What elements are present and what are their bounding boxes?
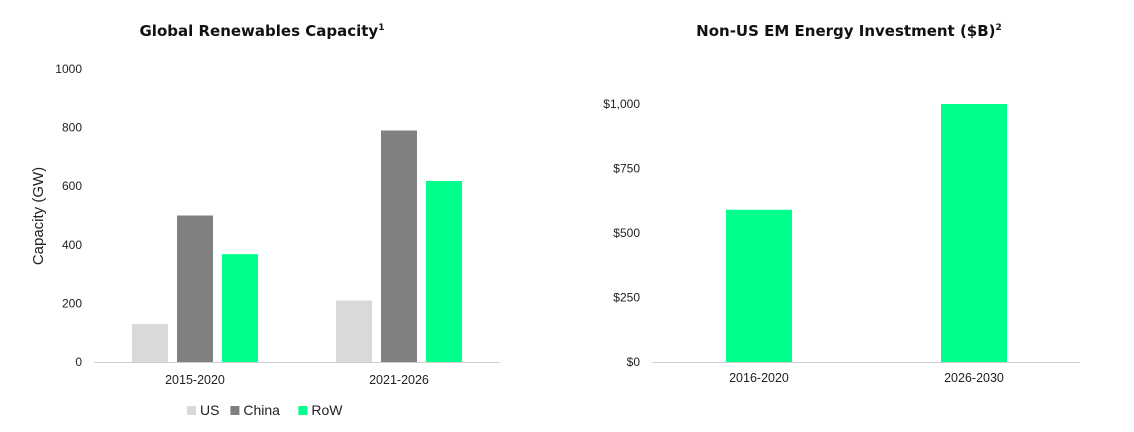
right-chart-title: Non-US EM Energy Investment ($B)2 xyxy=(696,22,1002,40)
bar-us-2015-2020 xyxy=(132,323,168,362)
y-tick-label: $500 xyxy=(613,226,640,240)
y-tick-label: $250 xyxy=(613,291,640,305)
legend-swatch-china xyxy=(230,406,240,415)
renewables-capacity-chart: Global Renewables Capacity1 Capacity (GW… xyxy=(30,22,500,418)
legend-label-row: RoW xyxy=(311,402,343,418)
y-tick-label: 800 xyxy=(62,121,82,135)
y-tick-label: 600 xyxy=(62,179,82,193)
legend-label-china: China xyxy=(243,402,280,418)
em-energy-investment-chart: Non-US EM Energy Investment ($B)2 $0 $250… xyxy=(603,22,1080,385)
legend-swatch-row xyxy=(298,406,308,415)
legend-swatch-us xyxy=(187,406,196,415)
y-tick-label: $750 xyxy=(613,162,640,176)
y-tick-label: 1000 xyxy=(55,62,82,76)
bar-row-2015-2020 xyxy=(222,254,258,362)
x-category-label: 2016-2020 xyxy=(729,371,789,385)
x-category-label: 2026-2030 xyxy=(944,371,1004,385)
bar-china-2015-2020 xyxy=(177,215,213,362)
bar-value-2016-2020 xyxy=(726,209,792,362)
legend: US China RoW xyxy=(187,402,343,418)
y-tick-label: $0 xyxy=(627,355,641,369)
bar-row-2021-2026 xyxy=(426,180,462,362)
bar-us-2021-2026 xyxy=(336,300,372,362)
y-tick-label: 200 xyxy=(62,296,82,310)
y-tick-label: $1,000 xyxy=(603,97,640,111)
legend-label-us: US xyxy=(200,402,219,418)
y-tick-label: 400 xyxy=(62,238,82,252)
y-tick-label: 0 xyxy=(75,355,82,369)
bar-china-2021-2026 xyxy=(381,130,417,362)
x-category-label: 2015-2020 xyxy=(165,373,225,387)
bar-value-2026-2030 xyxy=(941,104,1007,362)
left-y-axis-label: Capacity (GW) xyxy=(30,167,47,265)
left-chart-title: Global Renewables Capacity1 xyxy=(140,22,385,40)
x-category-label: 2021-2026 xyxy=(369,373,429,387)
